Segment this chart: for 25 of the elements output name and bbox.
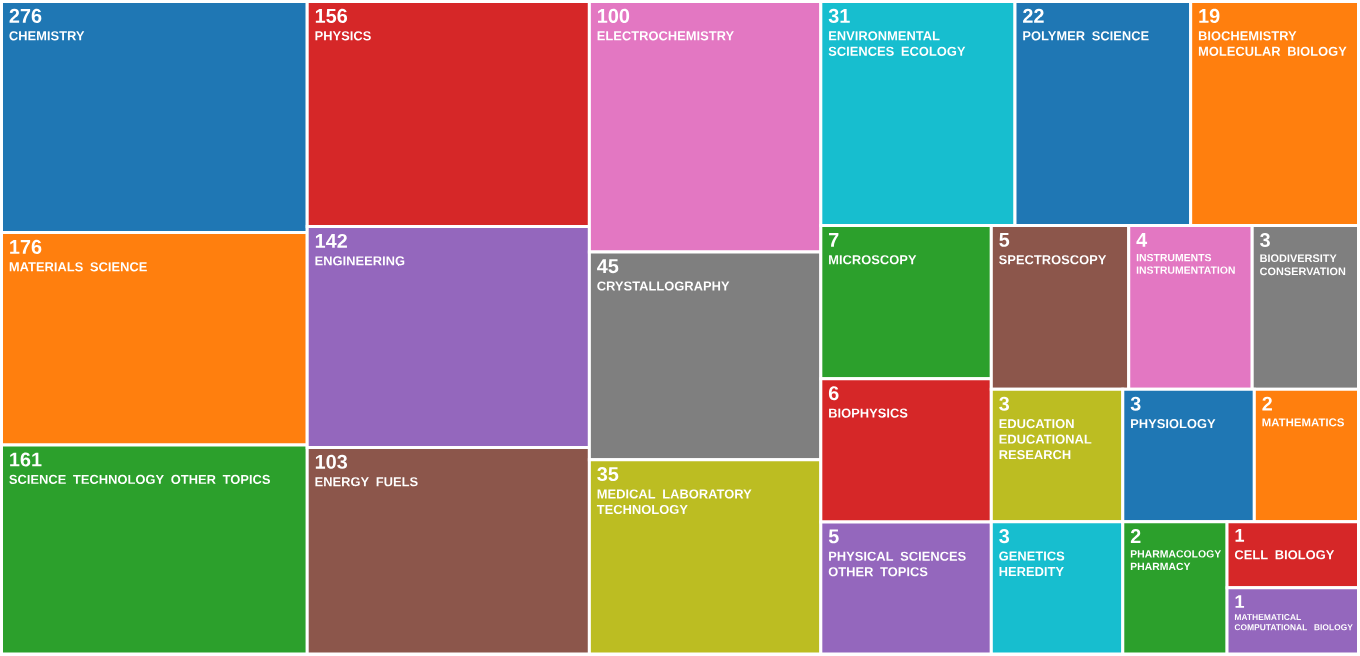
data-label: 176 xyxy=(10,240,42,255)
data-label: 161 xyxy=(10,452,42,467)
data-label: 2 xyxy=(1262,396,1272,411)
data-label: 100 xyxy=(598,9,630,24)
data-label: 6 xyxy=(828,386,839,401)
data-label: 103 xyxy=(315,454,348,470)
data-label: 5 xyxy=(828,529,839,544)
data-label: 276 xyxy=(9,9,42,24)
data-label: 3 xyxy=(1130,396,1141,412)
data-label: 31 xyxy=(828,9,850,24)
data-label: 1 xyxy=(1235,529,1245,542)
data-label: 22 xyxy=(1023,9,1044,23)
data-label: 1 xyxy=(1235,595,1245,609)
data-label: 7 xyxy=(829,233,839,247)
data-label: 5 xyxy=(999,233,1010,248)
data-label: 3 xyxy=(999,396,1010,412)
data-label: 3 xyxy=(999,529,1010,544)
data-label: 4 xyxy=(1136,233,1148,247)
data-label: 2 xyxy=(1130,529,1141,544)
data-label: 45 xyxy=(597,259,619,274)
data-label: 19 xyxy=(1199,9,1220,24)
data-label: 3 xyxy=(1260,233,1270,248)
data-label: 35 xyxy=(597,467,619,482)
data-label: 156 xyxy=(315,9,348,24)
data-label: 142 xyxy=(315,234,347,248)
